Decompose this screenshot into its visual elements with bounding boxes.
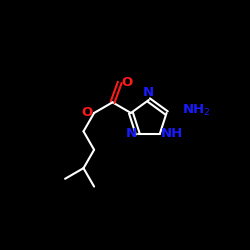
Text: N: N — [125, 128, 136, 140]
Text: NH$_2$: NH$_2$ — [182, 103, 210, 118]
Text: O: O — [121, 76, 132, 89]
Text: O: O — [82, 106, 93, 120]
Text: NH: NH — [161, 128, 183, 140]
Text: N: N — [143, 86, 154, 99]
